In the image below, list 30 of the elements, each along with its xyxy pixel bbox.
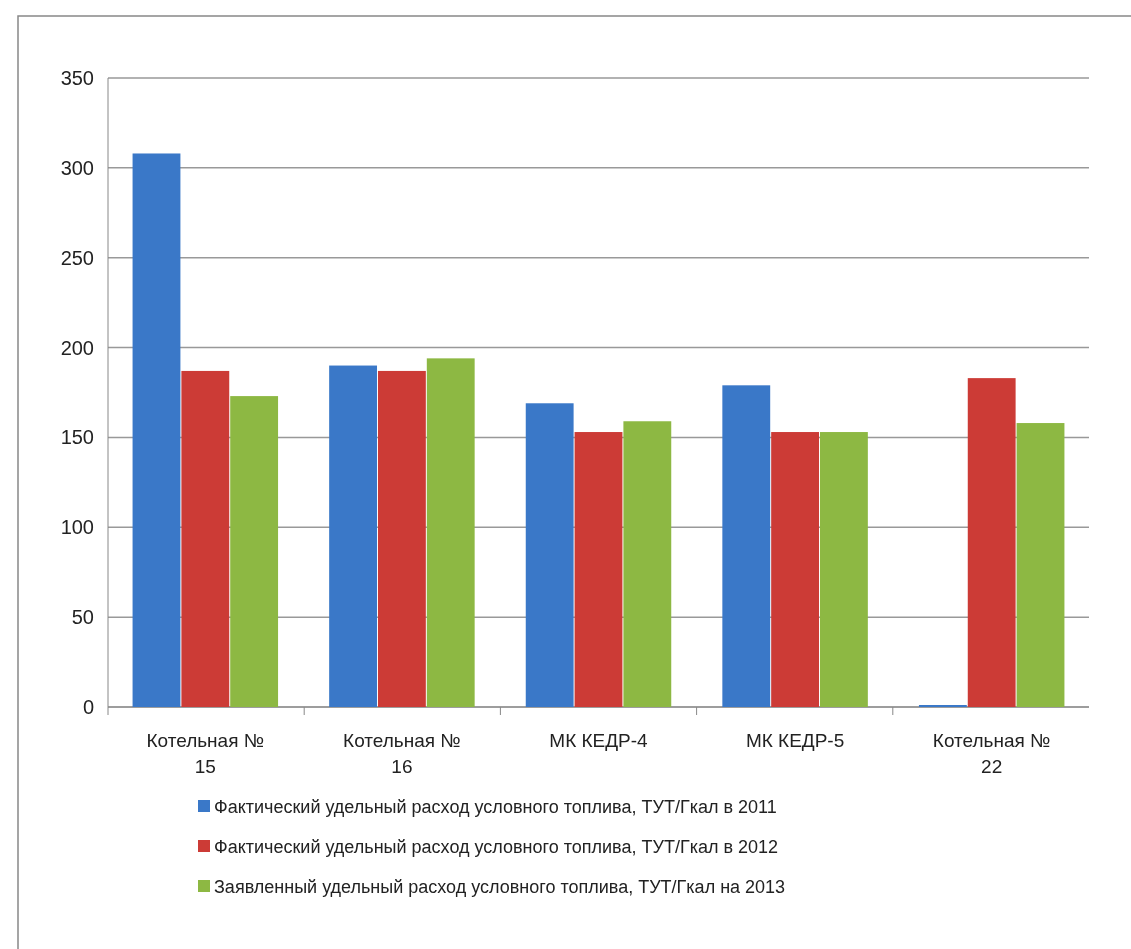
x-tick-label: Котельная № 22	[932, 730, 1051, 777]
y-tick-label: 250	[60, 246, 94, 269]
bar	[574, 432, 623, 707]
bar	[329, 365, 378, 707]
bar	[525, 403, 574, 707]
legend-label: Фактический удельный расход условного топлива, ТУТ/Гкал в 2011	[214, 797, 777, 818]
bar	[132, 153, 181, 707]
y-tick-label: 300	[60, 156, 94, 179]
bar	[819, 432, 868, 707]
bar	[377, 370, 426, 707]
x-tick-label: Котельная № 15	[146, 730, 265, 777]
bar	[967, 378, 1016, 707]
bar	[181, 370, 230, 707]
legend-label: Заявленный удельный расход условного топлива, ТУТ/Гкал на 2013	[214, 877, 786, 898]
x-tick-label: Котельная № 16	[343, 730, 461, 777]
bar	[771, 432, 820, 707]
x-tick-label: МК КЕДР-4	[549, 730, 649, 751]
y-tick-label: 150	[60, 426, 94, 449]
bar	[722, 385, 771, 707]
bar	[230, 396, 279, 707]
y-tick-label: 50	[71, 606, 94, 629]
y-tick-label: 200	[60, 336, 94, 359]
legend-label: Фактический удельный расход условного топлива, ТУТ/Гкал в 2012	[214, 837, 779, 858]
bar	[623, 421, 672, 707]
bar	[426, 358, 475, 707]
y-tick-label: 350	[60, 67, 94, 89]
y-tick-label: 100	[60, 516, 94, 539]
y-tick-label: 0	[82, 696, 94, 718]
x-tick-label: МК КЕДР-5	[745, 730, 845, 751]
bar	[1016, 423, 1065, 707]
